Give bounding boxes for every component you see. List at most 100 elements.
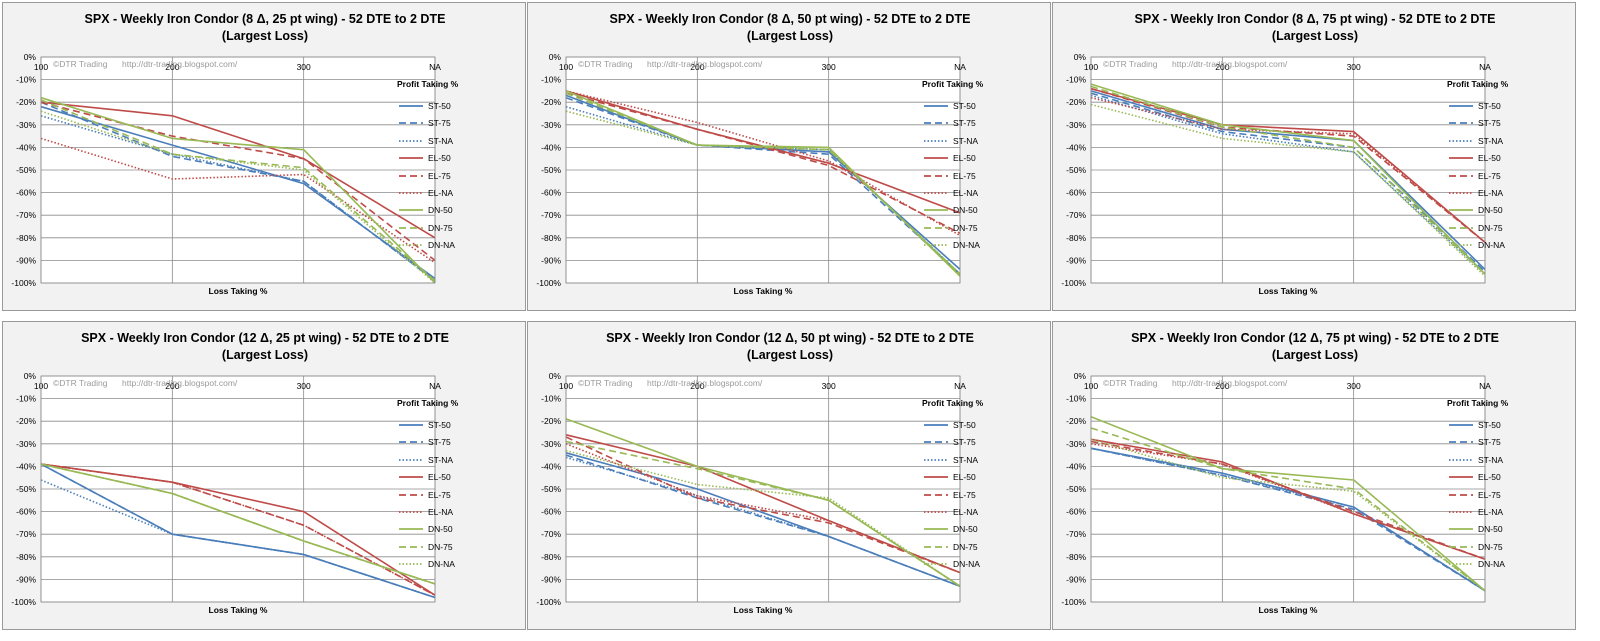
legend-label: DN-75 bbox=[428, 222, 453, 233]
watermark-url: http://dtr-trading.blogspot.com/ bbox=[1172, 378, 1288, 388]
legend-label: EL-NA bbox=[428, 507, 454, 517]
legend-swatch bbox=[399, 105, 423, 107]
chart-title: SPX - Weekly Iron Condor (12 Δ, 50 pt wi… bbox=[528, 330, 1052, 364]
legend-item: ST-75 bbox=[1449, 117, 1501, 129]
legend-title: Profit Taking % bbox=[1447, 79, 1509, 89]
legend-swatch bbox=[924, 157, 948, 160]
y-tick-label: -20% bbox=[16, 97, 36, 107]
legend-label: EL-75 bbox=[953, 489, 976, 500]
x-tick-label: 300 bbox=[822, 62, 836, 72]
legend-label: EL-50 bbox=[953, 472, 976, 483]
y-tick-label: -50% bbox=[1066, 484, 1086, 494]
legend-label: ST-75 bbox=[953, 437, 976, 448]
legend-swatch bbox=[924, 209, 948, 212]
watermark-url: http://dtr-trading.blogspot.com/ bbox=[647, 378, 763, 388]
legend-swatch bbox=[399, 441, 423, 444]
legend-item: DN-50 bbox=[1449, 523, 1503, 535]
series-line-el-75 bbox=[40, 101, 436, 262]
plot-area: 0% -10% -20% -30% -40% -50% -60% -70% -80% -90% -1… bbox=[1061, 52, 1491, 288]
legend-swatch bbox=[399, 139, 423, 142]
legend-label: ST-75 bbox=[1478, 118, 1501, 129]
y-tick-label: -40% bbox=[1066, 461, 1086, 471]
series-line-el-na bbox=[565, 443, 961, 574]
plot-border bbox=[1090, 375, 1486, 603]
legend-swatch bbox=[399, 476, 423, 479]
x-tick-label: 300 bbox=[297, 381, 311, 391]
legend-label: DN-NA bbox=[953, 559, 980, 570]
watermark-brand: ©DTR Trading bbox=[578, 378, 633, 388]
plot-area: 0% -10% -20% -30% -40% -50% -60% -70% -80% -90% -1… bbox=[11, 371, 441, 607]
y-tick-label: -80% bbox=[16, 233, 36, 243]
x-axis-label: Loss Taking % bbox=[208, 605, 268, 615]
chart-title-line: SPX - Weekly Iron Condor (12 Δ, 75 pt wi… bbox=[1131, 331, 1499, 345]
y-tick-label: -100% bbox=[1061, 278, 1086, 288]
legend-item: DN-50 bbox=[924, 523, 978, 535]
chart-panel: SPX - Weekly Iron Condor (8 Δ, 50 pt win… bbox=[527, 2, 1051, 311]
legend-label: EL-NA bbox=[953, 188, 979, 198]
legend-swatch bbox=[1449, 174, 1473, 177]
legend-item: DN-NA bbox=[924, 239, 980, 251]
watermark-url: http://dtr-trading.blogspot.com/ bbox=[647, 59, 763, 69]
legend-swatch bbox=[399, 424, 423, 426]
legend-label: DN-NA bbox=[428, 559, 455, 570]
series-line-dn-75 bbox=[565, 440, 961, 587]
legend-label: DN-50 bbox=[953, 524, 978, 535]
legend-swatch bbox=[1449, 192, 1473, 194]
series-line-dn-na bbox=[565, 110, 961, 275]
legend-label: ST-50 bbox=[953, 101, 976, 111]
y-tick-label: -30% bbox=[541, 120, 561, 130]
y-tick-label: -30% bbox=[541, 439, 561, 449]
x-axis-label: Loss Taking % bbox=[208, 286, 268, 296]
series-line-st-75 bbox=[40, 101, 436, 282]
chart-subtitle-line: (Largest Loss) bbox=[746, 348, 834, 362]
y-tick-label: -30% bbox=[1066, 120, 1086, 130]
legend-item: EL-50 bbox=[399, 471, 451, 483]
chart-title: SPX - Weekly Iron Condor (8 Δ, 25 pt win… bbox=[3, 11, 527, 45]
chart-panel: SPX - Weekly Iron Condor (12 Δ, 50 pt wi… bbox=[527, 321, 1051, 630]
legend-item: EL-NA bbox=[1449, 187, 1503, 199]
legend-swatch bbox=[924, 441, 948, 444]
x-tick-label: 200 bbox=[165, 62, 179, 72]
legend-item: DN-75 bbox=[924, 222, 978, 234]
legend-label: DN-75 bbox=[953, 222, 978, 233]
y-tick-label: -50% bbox=[541, 165, 561, 175]
legend-label: EL-75 bbox=[428, 489, 451, 500]
y-tick-label: -60% bbox=[16, 507, 36, 517]
y-tick-label: 0% bbox=[549, 371, 562, 381]
y-tick-label: -30% bbox=[1066, 439, 1086, 449]
legend-label: ST-50 bbox=[1478, 420, 1501, 430]
y-tick-label: -10% bbox=[541, 75, 561, 85]
x-tick-label: 300 bbox=[822, 381, 836, 391]
legend-title: Profit Taking % bbox=[922, 79, 984, 89]
legend-swatch bbox=[924, 174, 948, 177]
legend-item: EL-NA bbox=[399, 187, 453, 199]
legend-swatch bbox=[399, 192, 423, 194]
legend-label: ST-NA bbox=[1478, 454, 1504, 465]
legend-item: DN-NA bbox=[399, 239, 455, 251]
y-tick-label: -70% bbox=[1066, 529, 1086, 539]
legend-swatch bbox=[1449, 545, 1473, 548]
legend-label: EL-NA bbox=[1478, 507, 1504, 517]
legend-swatch bbox=[1449, 511, 1473, 513]
legend-item: ST-50 bbox=[399, 100, 451, 112]
y-tick-label: -70% bbox=[16, 210, 36, 220]
series-line-st-50 bbox=[1090, 90, 1486, 270]
legend-label: ST-50 bbox=[428, 420, 451, 430]
legend-item: EL-NA bbox=[924, 506, 978, 518]
chart-title-line: SPX - Weekly Iron Condor (8 Δ, 25 pt win… bbox=[84, 12, 446, 26]
y-tick-label: -60% bbox=[541, 507, 561, 517]
y-tick-label: -100% bbox=[11, 278, 36, 288]
series-line-el-na bbox=[40, 137, 436, 264]
legend-item: EL-75 bbox=[1449, 489, 1501, 501]
legend-label: EL-75 bbox=[953, 170, 976, 181]
series-line-el-75 bbox=[565, 92, 961, 235]
y-tick-label: -50% bbox=[541, 484, 561, 494]
series-line-st-na bbox=[40, 479, 436, 599]
legend-swatch bbox=[1449, 441, 1473, 444]
chart-subtitle-line: (Largest Loss) bbox=[746, 29, 834, 43]
legend-label: DN-75 bbox=[1478, 541, 1503, 552]
legend-swatch bbox=[399, 226, 423, 229]
legend-label: EL-NA bbox=[1478, 188, 1504, 198]
legend-item: EL-NA bbox=[1449, 506, 1503, 518]
series-line-dn-75 bbox=[1090, 85, 1486, 275]
